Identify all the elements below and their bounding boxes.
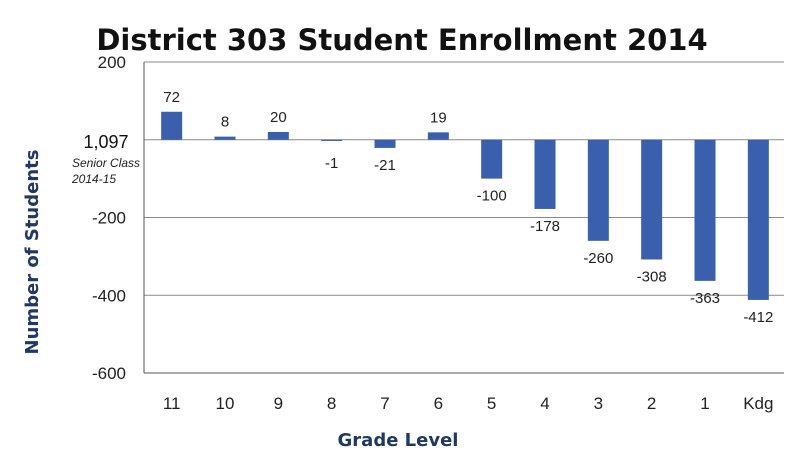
y-tick-label: 200 (98, 53, 126, 72)
x-tick-label: 8 (327, 394, 336, 413)
y-tick-label: -600 (92, 364, 126, 383)
y-tick-label: -200 (92, 209, 126, 228)
x-tick-label: 2 (647, 394, 656, 413)
data-label: -21 (374, 157, 396, 174)
bar (747, 139, 769, 300)
baseline-note-line-2: 2014-15 (71, 172, 116, 186)
bar (214, 136, 236, 140)
x-tick-label: 4 (540, 394, 549, 413)
data-label: 20 (270, 109, 287, 126)
data-label: -363 (690, 290, 720, 307)
x-tick-label: 5 (487, 394, 496, 413)
bar (641, 139, 663, 260)
data-label: -178 (530, 218, 560, 235)
x-tick-label: 6 (434, 394, 443, 413)
y-axis-title: Number of Students (22, 150, 43, 355)
bar (587, 139, 609, 241)
axes (143, 62, 784, 374)
x-tick-label: 9 (274, 394, 283, 413)
bar (694, 139, 716, 281)
bar (321, 139, 343, 141)
data-label: -308 (637, 268, 667, 285)
bar (427, 132, 449, 140)
y-tick-labels: 200 -200 -400 -600 (92, 53, 126, 383)
bars (161, 111, 769, 300)
data-label: 72 (163, 89, 180, 106)
data-label: 8 (221, 114, 229, 131)
data-label: -1 (325, 155, 338, 172)
bar (481, 139, 503, 179)
x-tick-label: 3 (594, 394, 603, 413)
x-tick-label: Kdg (743, 394, 773, 413)
x-tick-label: 1 (700, 394, 709, 413)
data-label: -412 (743, 309, 773, 326)
data-labels: 72 8 20 -1 -21 19 -100 -178 -260 -308 -363 -412 (163, 89, 773, 326)
x-tick-labels: 11 10 9 8 7 6 5 4 3 2 1 Kdg (163, 394, 774, 413)
bar (534, 139, 556, 209)
data-label: 19 (430, 109, 447, 126)
y-tick-label: -400 (92, 286, 126, 305)
bar (267, 131, 289, 140)
bar (374, 139, 396, 148)
gridlines (144, 61, 784, 296)
data-label: -260 (583, 250, 613, 267)
x-tick-label: 10 (216, 394, 235, 413)
baseline-value-label: 1,097 (83, 132, 128, 152)
x-tick-label: 7 (380, 394, 389, 413)
bar (161, 111, 183, 140)
data-label: -100 (477, 188, 507, 205)
baseline-note-line-1: Senior Class (72, 156, 140, 170)
x-axis-title: Grade Level (338, 430, 459, 451)
chart-title: District 303 Student Enrollment 2014 (96, 23, 707, 57)
x-tick-label: 11 (163, 394, 181, 413)
